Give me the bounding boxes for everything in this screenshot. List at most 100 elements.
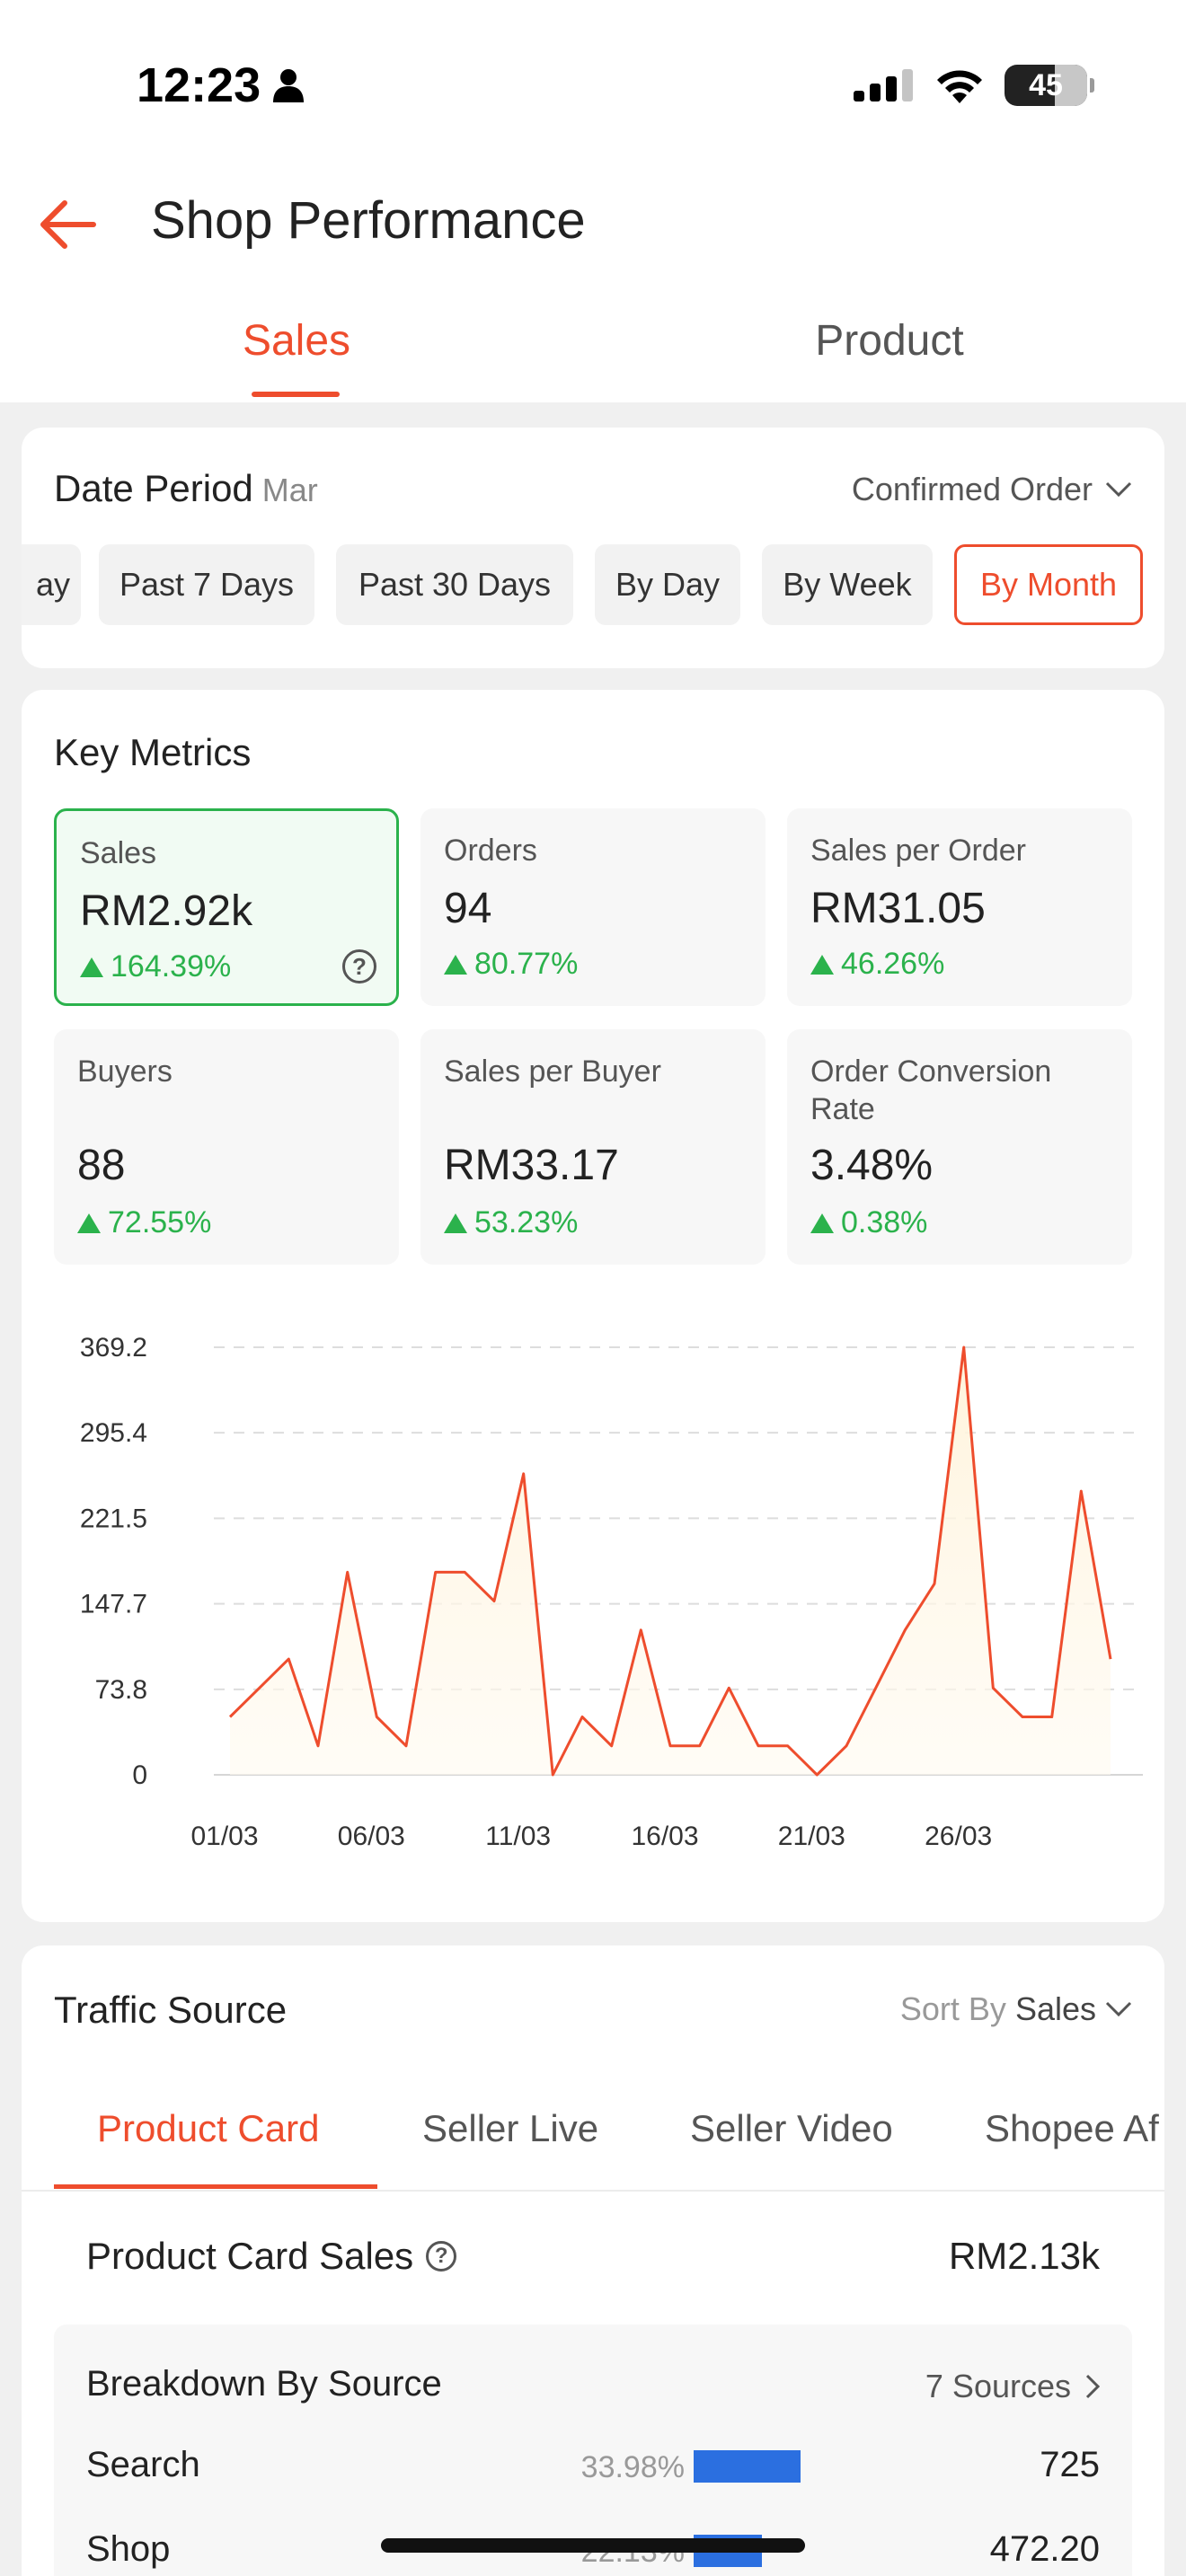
source-row-search[interactable]: Search 33.98% 725 — [54, 2439, 1132, 2493]
metric-value: RM33.17 — [444, 1142, 619, 1189]
chip-by-day[interactable]: By Day — [595, 544, 740, 625]
key-metrics-title: Key Metrics — [54, 731, 252, 773]
sales-chart[interactable]: 369.2 295.4 221.5 147.7 73.8 0 01/03 06/03 11/03… — [22, 1301, 1164, 1893]
traffic-tabs: Product Card Seller Live Seller Video Sh… — [22, 2084, 1164, 2192]
metric-change: 46.26% — [810, 947, 944, 982]
tab-product[interactable]: Product — [815, 317, 964, 365]
metric-sales-per-order[interactable]: Sales per Order RM31.05 46.26% — [787, 808, 1132, 1006]
traffic-source-title: Traffic Source — [54, 1989, 288, 2031]
product-card-sales-label: Product Card Sales — [86, 2235, 414, 2277]
traffic-source-card: Traffic Source Sort By Sales Product Car… — [22, 1945, 1164, 2576]
tab-seller-video[interactable]: Seller Video — [690, 2107, 893, 2149]
source-label: Search — [86, 2445, 200, 2484]
clock-text: 12:23 — [137, 58, 261, 112]
source-label: Shop — [86, 2529, 171, 2569]
metric-value: 3.48% — [810, 1142, 934, 1189]
help-icon[interactable]: ? — [426, 2241, 457, 2272]
x-tick-label: 26/03 — [925, 1822, 992, 1851]
metric-change: 0.38% — [810, 1205, 927, 1240]
source-percent: 33.98% — [580, 2450, 685, 2484]
order-type-dropdown[interactable]: Confirmed Order — [852, 471, 1132, 508]
metric-label: Sales — [80, 836, 157, 870]
metric-label: Sales per Order — [810, 834, 1026, 868]
sort-by-label: Sort By — [899, 1990, 1006, 2027]
metric-change: 72.55% — [77, 1205, 211, 1240]
metric-change: 80.77% — [444, 947, 578, 982]
source-bar — [694, 2450, 801, 2483]
wifi-icon — [937, 70, 982, 103]
metric-buyers[interactable]: Buyers 88 72.55% — [54, 1029, 399, 1265]
metric-change-value: 80.77% — [474, 947, 579, 981]
x-tick-label: 11/03 — [485, 1822, 551, 1851]
y-tick-label: 0 — [132, 1760, 147, 1790]
y-tick-label: 73.8 — [95, 1675, 147, 1705]
tab-sales[interactable]: Sales — [242, 317, 351, 365]
sales-area — [230, 1347, 1111, 1775]
chip-past-7-days[interactable]: Past 7 Days — [99, 544, 314, 625]
metric-label: Buyers — [77, 1054, 173, 1089]
up-triangle-icon — [810, 954, 834, 975]
metric-change-value: 53.23% — [474, 1205, 579, 1239]
source-value: 725 — [1040, 2445, 1100, 2484]
back-button[interactable] — [32, 189, 104, 260]
up-triangle-icon — [810, 1213, 834, 1233]
metric-change: 164.39% — [80, 949, 231, 984]
chevron-down-icon — [1105, 2001, 1132, 2017]
up-triangle-icon — [444, 954, 467, 975]
sources-count: 7 Sources — [925, 2368, 1071, 2404]
battery-level: 45 — [1029, 67, 1063, 102]
sources-link[interactable]: 7 Sources — [925, 2368, 1100, 2405]
metric-value: RM31.05 — [810, 885, 986, 932]
chip-by-week[interactable]: By Week — [762, 544, 933, 625]
x-tick-label: 16/03 — [631, 1822, 698, 1851]
source-value: 472.20 — [989, 2529, 1100, 2569]
sort-by-dropdown[interactable]: Sort By Sales — [900, 1990, 1132, 2028]
metric-change-value: 72.55% — [108, 1205, 212, 1239]
source-bar-track — [694, 2450, 888, 2483]
y-tick-label: 147.7 — [80, 1590, 147, 1619]
y-tick-label: 221.5 — [80, 1504, 147, 1533]
chevron-down-icon — [1105, 481, 1132, 498]
metric-value: 94 — [444, 885, 492, 932]
metric-sales[interactable]: Sales RM2.92k 164.39% ? — [54, 808, 399, 1006]
key-metrics-card: Key Metrics Sales RM2.92k 164.39% ? Orde… — [22, 690, 1164, 1922]
chip-past-30-days[interactable]: Past 30 Days — [336, 544, 573, 625]
main-tabs: Sales Product — [0, 305, 1186, 402]
tab-shopee-affiliate[interactable]: Shopee Af — [985, 2107, 1159, 2149]
metric-change: 53.23% — [444, 1205, 578, 1240]
cellular-signal-icon — [854, 69, 913, 101]
status-time: 12:23 — [137, 57, 305, 113]
back-arrow-icon — [40, 200, 96, 249]
y-tick-label: 295.4 — [80, 1418, 147, 1448]
status-bar: 12:23 45 — [0, 0, 1186, 171]
y-tick-label: 369.2 — [80, 1333, 147, 1363]
metric-value: 88 — [77, 1142, 126, 1189]
x-tick-label: 21/03 — [778, 1822, 845, 1851]
metric-label: Sales per Buyer — [444, 1054, 661, 1089]
home-indicator — [381, 2538, 805, 2553]
breakdown-title: Breakdown By Source — [86, 2364, 442, 2404]
help-icon[interactable]: ? — [342, 949, 376, 984]
x-tick-label: 01/03 — [190, 1822, 258, 1851]
header: Shop Performance Sales Product — [0, 171, 1186, 402]
sort-by-value: Sales — [1014, 1990, 1096, 2027]
status-icons: 45 — [854, 65, 1094, 106]
x-tick-label: 06/03 — [338, 1822, 405, 1851]
metric-orders[interactable]: Orders 94 80.77% — [420, 808, 766, 1006]
metric-sales-per-buyer[interactable]: Sales per Buyer RM33.17 53.23% — [420, 1029, 766, 1265]
chip-by-month[interactable]: By Month — [954, 544, 1143, 625]
metric-order-conversion-rate[interactable]: Order Conversion Rate 3.48% 0.38% — [787, 1029, 1132, 1265]
tab-product-card[interactable]: Product Card — [97, 2107, 320, 2149]
date-period-label: Date Period — [54, 467, 253, 509]
traffic-tab-indicator — [54, 2184, 377, 2189]
date-chips: ay Past 7 Days Past 30 Days By Day By We… — [22, 544, 1164, 627]
order-type-label: Confirmed Order — [851, 471, 1093, 507]
up-triangle-icon — [444, 1213, 467, 1233]
tab-seller-live[interactable]: Seller Live — [422, 2107, 599, 2149]
person-icon — [273, 69, 305, 102]
chip-partial[interactable]: ay — [22, 544, 81, 625]
date-period-month: Mar — [261, 472, 318, 508]
sales-chart-svg: 369.2 295.4 221.5 147.7 73.8 0 01/03 06/03 11/03… — [80, 1333, 1143, 1851]
breakdown-by-source: Breakdown By Source 7 Sources Search 33.… — [54, 2325, 1132, 2576]
metric-label: Orders — [444, 834, 537, 868]
